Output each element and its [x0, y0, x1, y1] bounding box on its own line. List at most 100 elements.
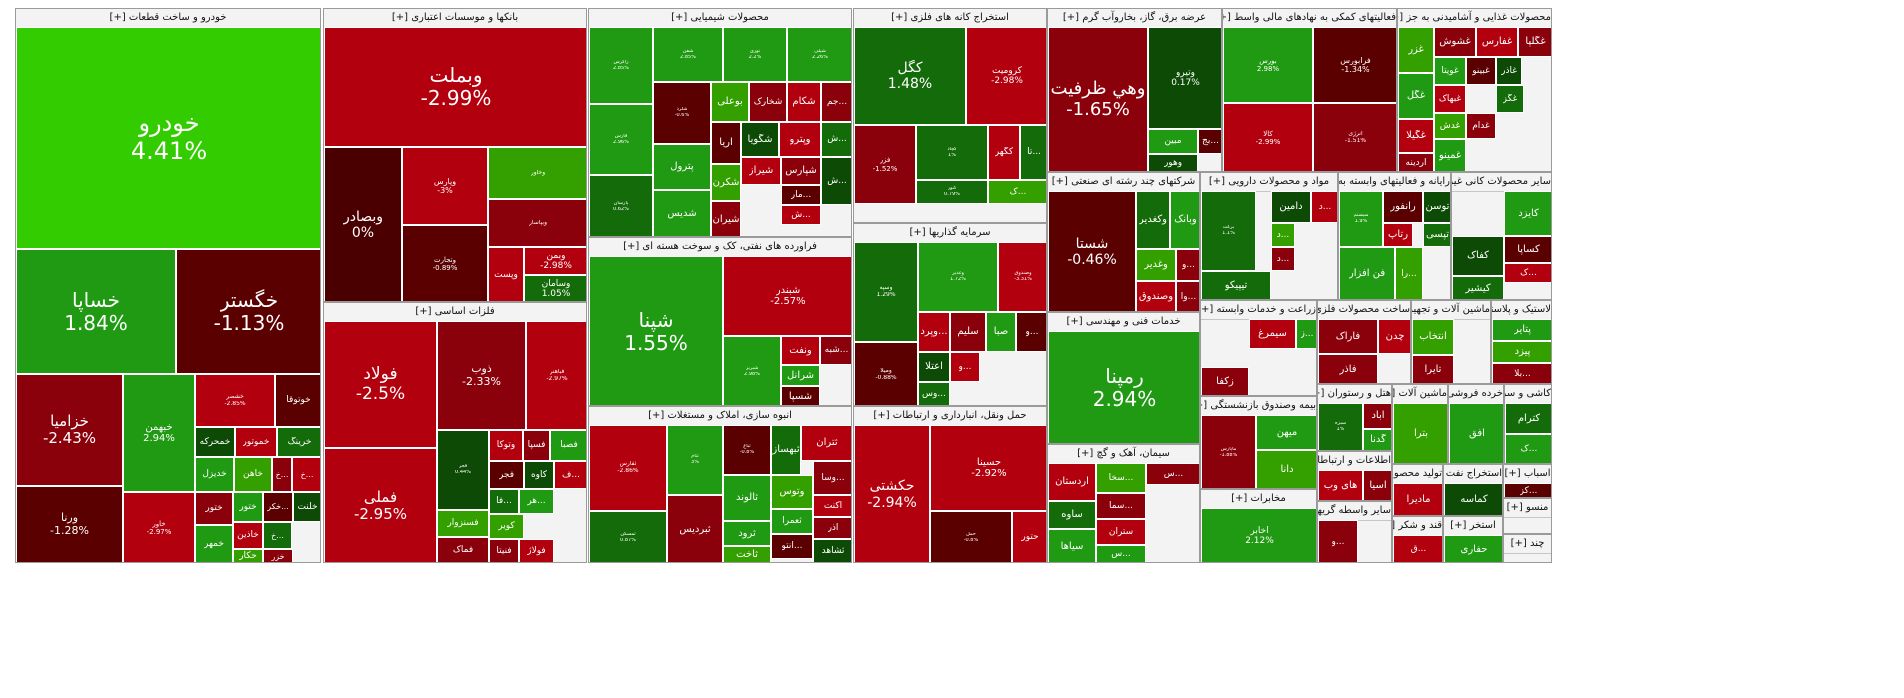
sector[interactable]: شرکتهای چند رشته ای صنعتی [+] شستا -0.46% و…: [1047, 172, 1200, 312]
stock-tile[interactable]: ف...: [554, 461, 586, 489]
sector-title[interactable]: فراورده های نفتی، کک و سوخت هسته ای [+]: [589, 238, 851, 257]
sector[interactable]: مخابرات [+] اخابر 2.12%: [1200, 489, 1317, 563]
stock-tile[interactable]: ش...: [781, 205, 821, 225]
stock-tile[interactable]: و...: [950, 352, 980, 382]
stock-tile[interactable]: وبمن -2.98%: [524, 247, 586, 275]
sector-title[interactable]: خودرو و ساخت قطعات [+]: [16, 9, 320, 28]
stock-tile[interactable]: چدن: [1378, 319, 1410, 354]
stock-tile[interactable]: کاوه: [524, 461, 554, 489]
stock-tile[interactable]: خمهر: [195, 525, 233, 562]
stock-tile[interactable]: ثاخت: [723, 546, 771, 562]
stock-tile[interactable]: پیزد: [1492, 341, 1551, 363]
stock-tile[interactable]: ق...: [1393, 535, 1442, 562]
sector[interactable]: قند و شکر [+] ق...: [1392, 516, 1443, 563]
stock-tile[interactable]: فا...: [489, 489, 519, 514]
stock-tile[interactable]: خاور -2.97%: [123, 492, 195, 562]
stock-tile[interactable]: وتوس: [771, 475, 813, 509]
stock-tile[interactable]: فسپا: [523, 430, 550, 461]
stock-tile[interactable]: فزر -1.52%: [854, 125, 916, 204]
stock-tile[interactable]: جم...: [821, 82, 851, 122]
sector[interactable]: چند [+]: [1503, 534, 1552, 563]
stock-tile[interactable]: شگویا: [741, 122, 779, 157]
stock-tile[interactable]: خبهمن 2.94%: [123, 374, 195, 492]
sector[interactable]: محصولات غذایی و آشامیدنی به جز [+] غزر غشو…: [1397, 8, 1552, 172]
sector[interactable]: اطلاعات و ارتباطات [+] های وب آسیا: [1317, 451, 1392, 501]
stock-tile[interactable]: وخاور: [488, 147, 586, 199]
stock-tile[interactable]: س...: [1096, 545, 1146, 562]
sector-title[interactable]: سیمان، آهک و گچ [+]: [1048, 445, 1199, 464]
stock-tile[interactable]: ماپارس -1.88%: [1201, 415, 1256, 488]
sector-title[interactable]: سایر محصولات کانی غیرفلزی [+]: [1452, 173, 1551, 192]
stock-tile[interactable]: ثنام 3%: [667, 425, 723, 495]
stock-tile[interactable]: دامین: [1271, 191, 1311, 223]
sector[interactable]: بانکها و موسسات اعتباری [+] وبملت -2.99% وب…: [323, 8, 587, 302]
stock-tile[interactable]: اعتلا: [918, 352, 950, 382]
stock-tile[interactable]: ش...: [821, 122, 851, 157]
stock-tile[interactable]: ک...: [988, 180, 1046, 204]
stock-tile[interactable]: دانا: [1256, 450, 1316, 488]
stock-tile[interactable]: کفاک: [1452, 236, 1504, 276]
stock-tile[interactable]: وا...: [1176, 281, 1199, 311]
sector-title[interactable]: رایانه و فعالیتهای وابسته به آن [+]: [1339, 173, 1450, 192]
stock-tile[interactable]: د...: [1271, 247, 1295, 271]
stock-tile[interactable]: زاگرس 2.85%: [589, 27, 653, 104]
sector[interactable]: رایانه و فعالیتهای وابسته به آن [+] رانفو…: [1338, 172, 1451, 300]
stock-tile[interactable]: وپرد...: [918, 312, 950, 352]
sector-title[interactable]: سایر واسطه گریهای مالی [+]: [1318, 502, 1391, 521]
sector[interactable]: سایر محصولات کانی غیرفلزی [+] کایزد کساپا ک…: [1451, 172, 1552, 300]
stock-tile[interactable]: خساپا 1.84%: [16, 249, 176, 374]
stock-tile[interactable]: ثرود: [723, 521, 771, 546]
sector-title[interactable]: لاستیک و پلاستیک [+]: [1492, 301, 1551, 320]
stock-tile[interactable]: آسیا: [1363, 470, 1391, 500]
stock-tile[interactable]: حسینا -2.92%: [930, 425, 1046, 511]
sector[interactable]: حمل ونقل، انبارداری و ارتباطات [+] حکشتی -…: [853, 406, 1047, 563]
stock-tile[interactable]: وکغدیر: [1136, 191, 1170, 249]
sector[interactable]: فعالیتهای کمکی به نهادهای مالی واسط [+] ب…: [1222, 8, 1397, 172]
sector[interactable]: اسباب [+] کز...: [1503, 464, 1552, 498]
sector-title[interactable]: ماشین آلات و تجهیزات [+]: [1412, 301, 1490, 320]
stock-tile[interactable]: حفاری: [1444, 535, 1502, 562]
sector-title[interactable]: خدمات فنی و مهندسی [+]: [1048, 313, 1199, 332]
sector-title[interactable]: فلزات اساسی [+]: [324, 303, 586, 322]
stock-tile[interactable]: ختور: [233, 492, 263, 522]
stock-tile[interactable]: خمحرکه: [195, 427, 235, 457]
stock-tile[interactable]: فنیتا: [489, 539, 519, 562]
stock-tile[interactable]: ثتران: [801, 425, 851, 461]
sector-title[interactable]: سرمایه گذاریها [+]: [854, 224, 1046, 243]
stock-tile[interactable]: خزر: [263, 549, 293, 562]
stock-tile[interactable]: اردستان: [1048, 463, 1096, 501]
stock-tile[interactable]: توسن: [1423, 191, 1450, 223]
stock-tile[interactable]: فولاژ: [519, 539, 554, 562]
stock-tile[interactable]: وصندوق -3.31%: [998, 242, 1046, 312]
stock-tile[interactable]: شکرن: [711, 164, 741, 201]
stock-tile[interactable]: غویتا: [1434, 57, 1466, 85]
stock-tile[interactable]: بترا: [1393, 403, 1447, 463]
sector-title[interactable]: منسو [+]: [1504, 499, 1551, 518]
stock-tile[interactable]: غاذر: [1496, 57, 1522, 85]
sector-title[interactable]: خرده فروشی [+]: [1449, 385, 1503, 404]
stock-tile[interactable]: سلیم: [950, 312, 986, 352]
stock-tile[interactable]: کساپا: [1504, 236, 1551, 263]
stock-tile[interactable]: سیاها: [1048, 529, 1096, 562]
stock-tile[interactable]: ثالوند: [723, 475, 771, 521]
stock-tile[interactable]: غزر: [1398, 27, 1434, 73]
sector[interactable]: فلزات اساسی [+] فولاد -2.5% فملی -2.95% ذوب -2…: [323, 302, 587, 563]
stock-tile[interactable]: رتاپ: [1383, 223, 1413, 247]
stock-tile[interactable]: ثعمرا: [771, 509, 813, 534]
stock-tile[interactable]: سیستم 1.9%: [1339, 191, 1383, 247]
stock-tile[interactable]: افق: [1449, 403, 1503, 463]
sector-title[interactable]: استخراج کانه های فلزی [+]: [854, 9, 1046, 28]
sector[interactable]: تولید محصولات کامپیوتری [+] مادیرا: [1392, 464, 1443, 516]
stock-tile[interactable]: وغدیر: [1136, 249, 1176, 281]
stock-tile[interactable]: فرابورس -1.34%: [1313, 27, 1396, 103]
stock-tile[interactable]: انرژی -1.51%: [1313, 103, 1396, 171]
stock-tile[interactable]: شپلی 2.26%: [787, 27, 851, 82]
stock-tile[interactable]: حکار: [233, 549, 263, 562]
stock-tile[interactable]: آذر: [813, 517, 851, 539]
stock-tile[interactable]: ک...: [1505, 434, 1551, 463]
sector[interactable]: استخراج نفت گاز [+] کماسه: [1443, 464, 1503, 516]
sector[interactable]: کاشی و سرامیک [+] کترام ک...: [1504, 384, 1552, 464]
sector[interactable]: فراورده های نفتی، کک و سوخت هسته ای [+] ش…: [588, 237, 852, 406]
sector[interactable]: ماشین آلات [+] بترا: [1392, 384, 1448, 464]
sector[interactable]: انبوه سازی، املاک و مستغلات [+] ثفارس -2.8…: [588, 406, 852, 563]
